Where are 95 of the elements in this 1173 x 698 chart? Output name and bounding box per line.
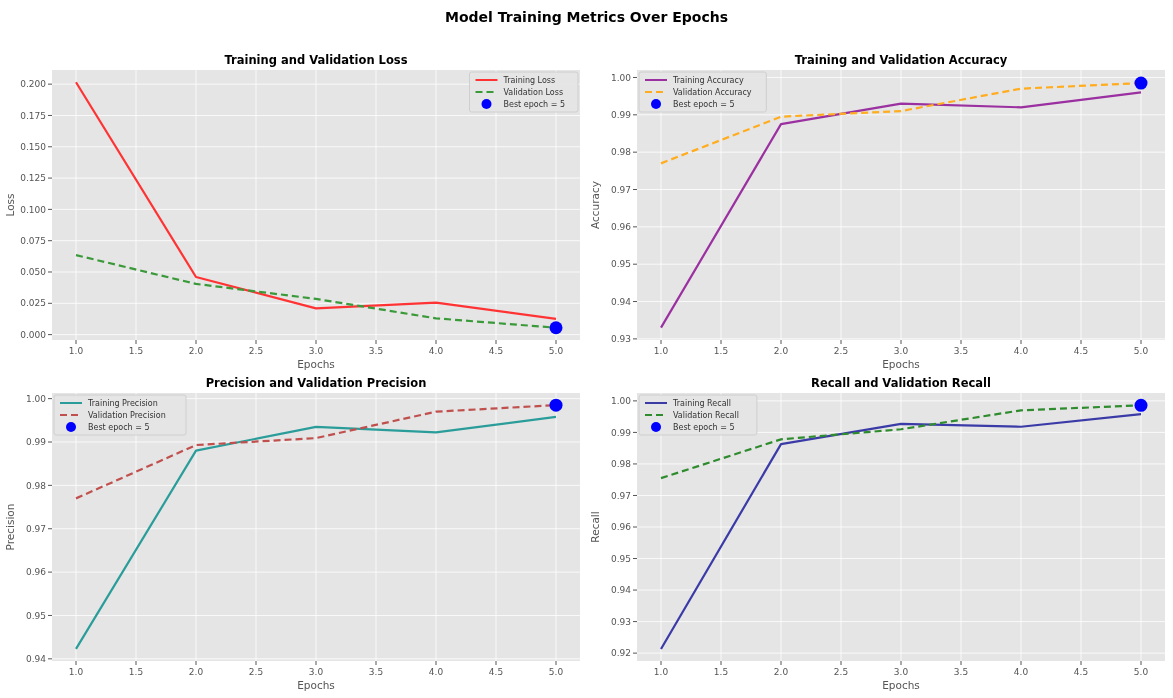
- legend-label: Validation Recall: [673, 410, 739, 420]
- x-tick-label: 3.0: [308, 667, 324, 677]
- y-tick-label: 0.97: [610, 184, 631, 195]
- y-tick-label: 0.050: [20, 267, 47, 278]
- y-axis-title: Loss: [4, 193, 16, 217]
- y-axis-title: Precision: [4, 503, 16, 551]
- x-axis-title: Epochs: [297, 358, 335, 370]
- x-tick-label: 1.5: [128, 667, 144, 677]
- x-tick-label: 5.0: [548, 346, 564, 356]
- y-tick-label: 0.99: [610, 427, 632, 438]
- legend-label: Training Loss: [502, 75, 556, 85]
- y-axis-title: Accuracy: [589, 181, 601, 229]
- x-tick-label: 5.0: [1133, 667, 1149, 677]
- y-tick-label: 0.200: [20, 79, 47, 90]
- legend-label: Best epoch = 5: [673, 422, 735, 432]
- y-tick-label: 0.98: [25, 480, 47, 491]
- x-tick-label: 3.0: [893, 346, 909, 356]
- y-tick-label: 0.99: [610, 109, 632, 120]
- y-tick-label: 1.00: [610, 396, 632, 407]
- text: Model Training Metrics Over Epochs: [445, 9, 728, 25]
- x-tick-label: 1.5: [713, 346, 729, 356]
- y-tick-label: 0.000: [20, 329, 47, 340]
- y-tick-label: 0.96: [610, 222, 632, 232]
- x-tick-label: 5.0: [548, 667, 564, 677]
- legend-label: Validation Loss: [503, 87, 564, 97]
- x-tick-label: 1.0: [68, 667, 84, 677]
- x-tick-label: 3.0: [893, 667, 909, 677]
- x-tick-label: 2.5: [833, 346, 849, 356]
- y-tick-label: 0.100: [20, 204, 47, 215]
- x-tick-label: 5.0: [1133, 346, 1149, 356]
- y-tick-label: 0.075: [20, 235, 46, 246]
- legend-label: Best epoch = 5: [503, 99, 565, 109]
- y-tick-label: 0.98: [610, 147, 632, 158]
- y-tick-label: 0.92: [610, 648, 631, 659]
- x-tick-label: 2.5: [833, 667, 849, 677]
- y-tick-label: 0.150: [20, 141, 47, 152]
- x-tick-label: 4.0: [1013, 346, 1029, 356]
- x-tick-label: 2.5: [248, 667, 264, 677]
- y-tick-label: 0.97: [25, 523, 46, 534]
- x-tick-label: 4.0: [1013, 667, 1029, 677]
- legend-label: Training Precision: [87, 398, 158, 408]
- x-tick-label: 4.0: [428, 346, 444, 356]
- x-tick-label: 1.5: [713, 667, 729, 677]
- x-tick-label: 1.0: [653, 346, 669, 356]
- x-tick-label: 4.5: [1073, 346, 1089, 356]
- y-tick-label: 1.00: [25, 393, 47, 404]
- x-tick-label: 3.5: [953, 346, 969, 356]
- chart-title: Training and Validation Accuracy: [794, 53, 1008, 67]
- y-tick-label: 0.97: [610, 490, 631, 501]
- x-tick-label: 2.5: [248, 346, 264, 356]
- y-tick-label: 0.98: [610, 459, 632, 470]
- y-tick-label: 0.175: [20, 110, 46, 121]
- x-tick-label: 2.0: [188, 346, 204, 356]
- x-axis-title: Epochs: [882, 679, 920, 691]
- y-tick-label: 0.93: [610, 616, 631, 627]
- y-axis-title: Recall: [589, 511, 601, 543]
- y-tick-label: 0.94: [25, 653, 47, 664]
- x-tick-label: 1.0: [68, 346, 84, 356]
- x-tick-label: 4.5: [1073, 667, 1089, 677]
- line-series: [659, 413, 1143, 651]
- chart-title: Training and Validation Loss: [224, 53, 408, 67]
- x-tick-label: 3.0: [308, 346, 324, 356]
- y-tick-label: 0.95: [610, 553, 631, 564]
- x-tick-label: 2.0: [188, 667, 204, 677]
- x-tick-label: 4.5: [488, 667, 504, 677]
- x-tick-label: 3.5: [368, 346, 384, 356]
- legend-label: Validation Accuracy: [673, 87, 752, 97]
- x-axis-title: Epochs: [297, 679, 335, 691]
- legend-label: Training Recall: [672, 398, 731, 408]
- y-tick-label: 0.95: [610, 259, 631, 270]
- y-tick-label: 1.00: [610, 72, 632, 83]
- x-tick-label: 1.0: [653, 667, 669, 677]
- legend-label: Best epoch = 5: [673, 99, 735, 109]
- x-tick-label: 1.5: [128, 346, 144, 356]
- y-tick-label: 0.94: [610, 585, 632, 596]
- x-tick-label: 4.5: [488, 346, 504, 356]
- x-tick-label: 3.5: [368, 667, 384, 677]
- x-tick-label: 4.0: [428, 667, 444, 677]
- y-tick-label: 0.96: [25, 567, 47, 578]
- legend-label: Training Accuracy: [672, 75, 744, 85]
- y-tick-label: 0.94: [610, 296, 632, 307]
- y-tick-label: 0.99: [25, 437, 47, 448]
- chart-title: Recall and Validation Recall: [811, 376, 991, 390]
- y-tick-label: 0.96: [610, 522, 632, 533]
- legend-label: Validation Precision: [88, 410, 166, 420]
- x-tick-label: 2.0: [773, 667, 789, 677]
- x-axis-title: Epochs: [882, 358, 920, 370]
- y-tick-label: 0.93: [610, 334, 631, 345]
- y-tick-label: 0.125: [20, 173, 46, 184]
- legend-label: Best epoch = 5: [88, 422, 150, 432]
- y-tick-label: 0.95: [25, 610, 46, 621]
- x-tick-label: 3.5: [953, 667, 969, 677]
- y-tick-label: 0.025: [20, 298, 46, 309]
- chart-title: Precision and Validation Precision: [205, 376, 427, 390]
- x-tick-label: 2.0: [773, 346, 789, 356]
